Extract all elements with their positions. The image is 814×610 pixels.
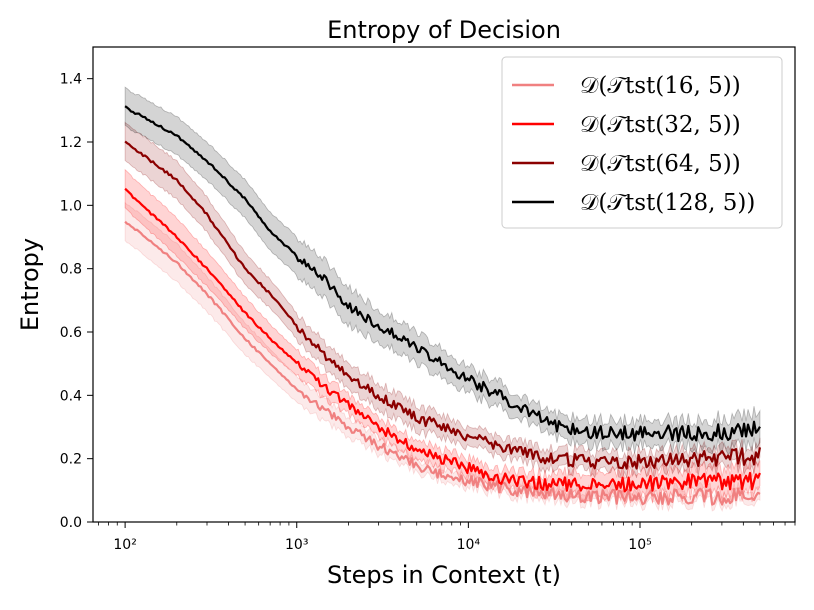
plot-frame: [92, 46, 796, 523]
legend-label: 𝒟(𝒯tst(16, 5)): [580, 73, 741, 99]
series-line: [124, 220, 761, 506]
y-tick-label: 1.4: [60, 72, 82, 88]
y-tick-label: 1.2: [60, 135, 82, 151]
series-line: [124, 105, 761, 443]
y-tick-label: 0.8: [60, 262, 82, 278]
legend: 𝒟(𝒯tst(16, 5)) 𝒟(𝒯tst(32, 5)) 𝒟(𝒯tst(64, 5…: [501, 56, 783, 229]
x-tick-label: 10²: [113, 537, 136, 553]
legend-label: 𝒟(𝒯tst(32, 5)): [580, 112, 741, 138]
y-axis-label: Entropy: [16, 238, 44, 331]
y-tick-label: 0.2: [60, 452, 82, 468]
confidence-bands: [124, 86, 761, 513]
y-tick-label: 0.0: [60, 515, 82, 531]
legend-box: [501, 56, 783, 229]
series-line: [124, 140, 762, 470]
legend-label: 𝒟(𝒯tst(128, 5)): [580, 190, 755, 216]
y-axis-ticks: 0.0 0.2 0.4 0.6 0.8 1.0 1.2 1.4: [60, 72, 93, 531]
confidence-band: [124, 86, 761, 455]
series-lines: [124, 105, 762, 506]
confidence-band: [124, 168, 761, 505]
confidence-band: [124, 201, 761, 513]
x-tick-label: 10⁵: [628, 537, 651, 553]
y-tick-label: 1.0: [60, 198, 82, 214]
chart-title: Entropy of Decision: [327, 16, 561, 44]
series-line: [124, 187, 761, 493]
y-tick-label: 0.6: [60, 325, 82, 341]
x-axis-label: Steps in Context (t): [327, 561, 561, 589]
x-tick-label: 10³: [285, 537, 308, 553]
x-axis-ticks: 10² 10³ 10⁴ 10⁵: [98, 522, 796, 553]
y-tick-label: 0.4: [60, 388, 82, 404]
x-tick-label: 10⁴: [457, 537, 481, 553]
legend-label: 𝒟(𝒯tst(64, 5)): [580, 151, 741, 177]
confidence-band: [124, 121, 761, 479]
